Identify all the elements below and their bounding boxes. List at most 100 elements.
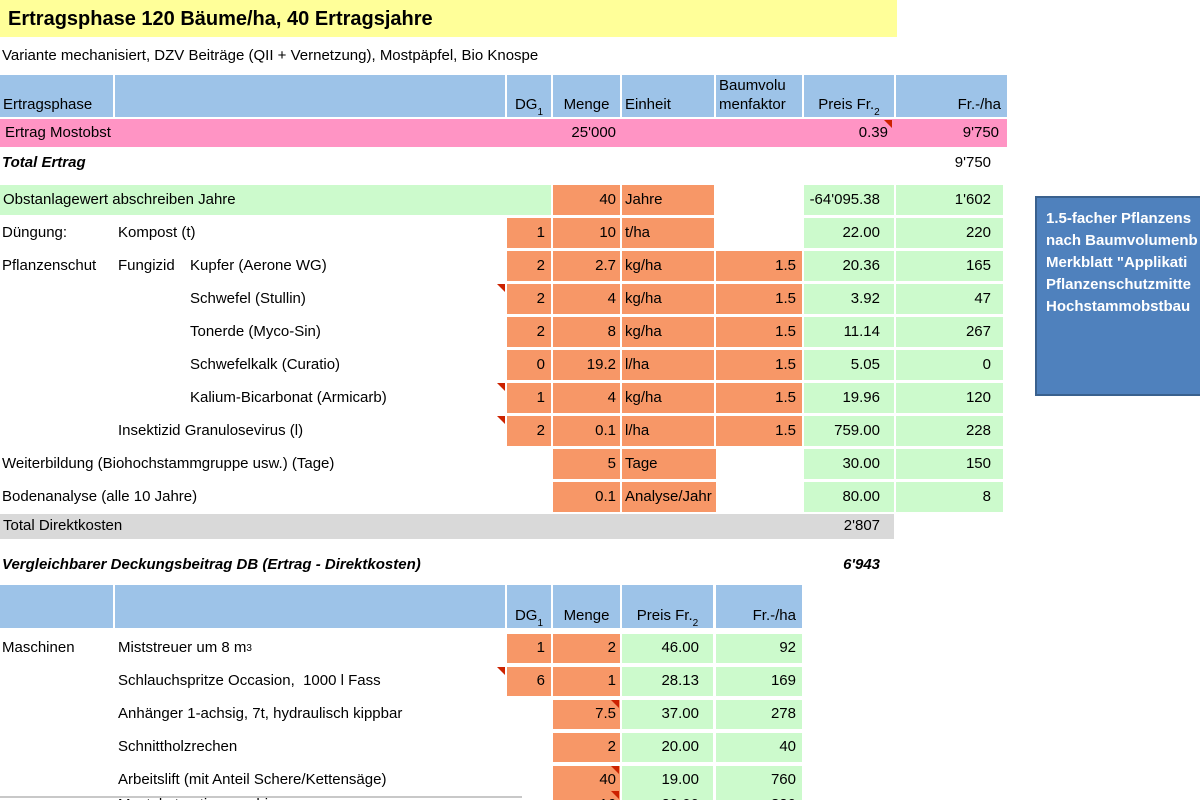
cell-tonerde-preis: 11.14 (804, 317, 894, 347)
cell-kupfer-frha: 165 (896, 251, 1003, 281)
cell-total-direktkosten-value: 2'807 (843, 517, 880, 535)
cell-schlauchspritze-label: Schlauchspritze Occasion, 1000 l Fass (118, 672, 381, 690)
header2-empty-category (0, 585, 113, 628)
cell-tonerde-label: Tonerde (Myco-Sin) (190, 322, 321, 340)
cell-bodenanalyse-einheit[interactable]: Analyse/Jahr (622, 482, 716, 512)
cell-miststreuer-dg[interactable]: 1 (507, 634, 551, 663)
cell-insektizid-bvf[interactable]: 1.5 (716, 416, 802, 446)
header-preis: Preis Fr. 2 (804, 75, 894, 118)
cell-insektizid-einheit[interactable]: l/ha (622, 416, 714, 446)
cell-kompost-frha: 220 (896, 218, 1003, 248)
note-line-4: Pflanzenschutzmitte (1046, 276, 1192, 293)
cell-arbeitslift-preis: 19.00 (622, 766, 713, 795)
cell-schnittholzrechen-label: Schnittholzrechen (118, 738, 238, 756)
cell-kompost-preis: 22.00 (804, 218, 894, 248)
cell-kompost-menge[interactable]: 10 (553, 218, 620, 248)
header2-frha: Fr.-/ha (716, 585, 802, 628)
cell-weiterbildung-menge[interactable]: 5 (553, 449, 620, 479)
cell-schwefelkalk-einheit[interactable]: l/ha (622, 350, 714, 380)
cell-weiterbildung-frha: 150 (896, 449, 1003, 479)
cell-arbeitslift-label: Arbeitslift (mit Anteil Schere/Kettensäg… (118, 771, 387, 789)
cell-schwefelkalk-dg[interactable]: 0 (507, 350, 551, 380)
cell-schwefel-menge[interactable]: 4 (553, 284, 620, 314)
cell-kupfer-einheit[interactable]: kg/ha (622, 251, 714, 281)
comment-marker-icon (497, 284, 505, 292)
cell-weiterbildung-einheit[interactable]: Tage (622, 449, 716, 479)
cell-ertrag-mostobst-preis[interactable]: 0.39 (858, 123, 888, 141)
cell-kompost-dg[interactable]: 1 (507, 218, 551, 248)
header-ertragsphase: Ertragsphase (0, 75, 113, 117)
cell-schwefel-dg[interactable]: 2 (507, 284, 551, 314)
cell-tonerde-einheit[interactable]: kg/ha (622, 317, 714, 347)
header2-empty-description (115, 585, 505, 628)
cell-kalium-menge[interactable]: 4 (553, 383, 620, 413)
cell-tonerde-dg[interactable]: 2 (507, 317, 551, 347)
cell-obstanlage-preis: -64'095.38 (804, 185, 894, 215)
comment-marker-icon (884, 120, 892, 128)
cell-insektizid-menge[interactable]: 0.1 (553, 416, 620, 446)
header-baumvolumenfaktor-line2: menfaktor (719, 96, 786, 113)
cell-obstanlage-label: Obstanlagewert abschreiben Jahre (0, 185, 551, 215)
cell-insektizid-dg[interactable]: 2 (507, 416, 551, 446)
cell-anhaenger-frha: 278 (716, 700, 802, 729)
cell-kalium-einheit[interactable]: kg/ha (622, 383, 714, 413)
cell-obstanlage-menge[interactable]: 40 (553, 185, 620, 215)
cell-anhaenger-preis: 37.00 (622, 700, 713, 729)
cell-kalium-dg[interactable]: 1 (507, 383, 551, 413)
cell-kompost-einheit[interactable]: t/ha (622, 218, 714, 248)
cell-kalium-preis: 19.96 (804, 383, 894, 413)
cell-schwefel-preis: 3.92 (804, 284, 894, 314)
cell-kupfer-subcategory: Fungizid (118, 256, 175, 274)
cell-schnittholzrechen-preis: 20.00 (622, 733, 713, 762)
cell-anhaenger-menge[interactable]: 7.5 (553, 700, 620, 729)
cell-insektizid-label: Insektizid Granulosevirus (l) (118, 421, 304, 439)
page-title: Ertragsphase 120 Bäume/ha, 40 Ertragsjah… (8, 7, 433, 30)
comment-marker-icon (611, 791, 619, 799)
cell-schwefelkalk-bvf[interactable]: 1.5 (716, 350, 802, 380)
cell-schwefelkalk-menge[interactable]: 19.2 (553, 350, 620, 380)
header2-dg-label: DG (514, 606, 538, 624)
cell-schlauchspritze-menge[interactable]: 1 (553, 667, 620, 696)
note-line-2: nach Baumvolumenb (1046, 232, 1198, 249)
cell-bodenanalyse-menge[interactable]: 0.1 (553, 482, 620, 512)
header-dg: DG 1 (507, 75, 551, 118)
cell-miststreuer-menge[interactable]: 2 (553, 634, 620, 663)
cell-schlauchspritze-dg[interactable]: 6 (507, 667, 551, 696)
cell-kompost-label: Kompost (t) (118, 223, 196, 241)
cell-kupfer-bvf[interactable]: 1.5 (716, 251, 802, 281)
cell-deckungsbeitrag-label: Vergleichbarer Deckungsbeitrag DB (Ertra… (2, 556, 421, 574)
cell-schwefel-einheit[interactable]: kg/ha (622, 284, 714, 314)
cell-bodenanalyse-preis: 80.00 (804, 482, 894, 512)
cell-tonerde-bvf[interactable]: 1.5 (716, 317, 802, 347)
comment-marker-icon (497, 416, 505, 424)
cell-schnittholzrechen-menge[interactable]: 2 (553, 733, 620, 762)
header-dg-label: DG (514, 95, 538, 113)
cell-kalium-frha: 120 (896, 383, 1003, 413)
comment-marker-icon (611, 700, 619, 708)
header-baumvolumenfaktor-line1: Baumvolu (719, 77, 786, 94)
header-einheit: Einheit (622, 75, 714, 117)
cell-obstanlage-einheit[interactable]: Jahre (622, 185, 714, 215)
cell-ertrag-mostobst-frha: 9'750 (962, 123, 999, 141)
cell-kalium-bvf[interactable]: 1.5 (716, 383, 802, 413)
cell-sortiermaschine-menge[interactable]: 16 (553, 791, 620, 800)
header-baumvolumenfaktor: Baumvolu menfaktor (716, 75, 802, 117)
cell-insektizid-frha: 228 (896, 416, 1003, 446)
cell-schwefel-bvf[interactable]: 1.5 (716, 284, 802, 314)
cell-miststreuer-label-text: Miststreuer um 8 m (118, 639, 247, 657)
cell-kupfer-dg[interactable]: 2 (507, 251, 551, 281)
cell-arbeitslift-menge[interactable]: 40 (553, 766, 620, 795)
comment-marker-icon (497, 667, 505, 675)
cell-schwefelkalk-preis: 5.05 (804, 350, 894, 380)
cell-miststreuer-category: Maschinen (2, 639, 75, 657)
cell-kupfer-menge[interactable]: 2.7 (553, 251, 620, 281)
cell-ertrag-mostobst-menge[interactable]: 25'000 (571, 123, 616, 141)
title-cell: Ertragsphase 120 Bäume/ha, 40 Ertragsjah… (0, 0, 897, 37)
cell-schwefel-frha: 47 (896, 284, 1003, 314)
cell-tonerde-menge[interactable]: 8 (553, 317, 620, 347)
cell-kalium-label: Kalium-Bicarbonat (Armicarb) (190, 388, 387, 406)
cell-total-ertrag-frha: 9'750 (954, 153, 991, 171)
cell-sortiermaschine-preis: 20.00 (622, 791, 713, 800)
cell-kupfer-category: Pflanzenschut (2, 256, 97, 274)
